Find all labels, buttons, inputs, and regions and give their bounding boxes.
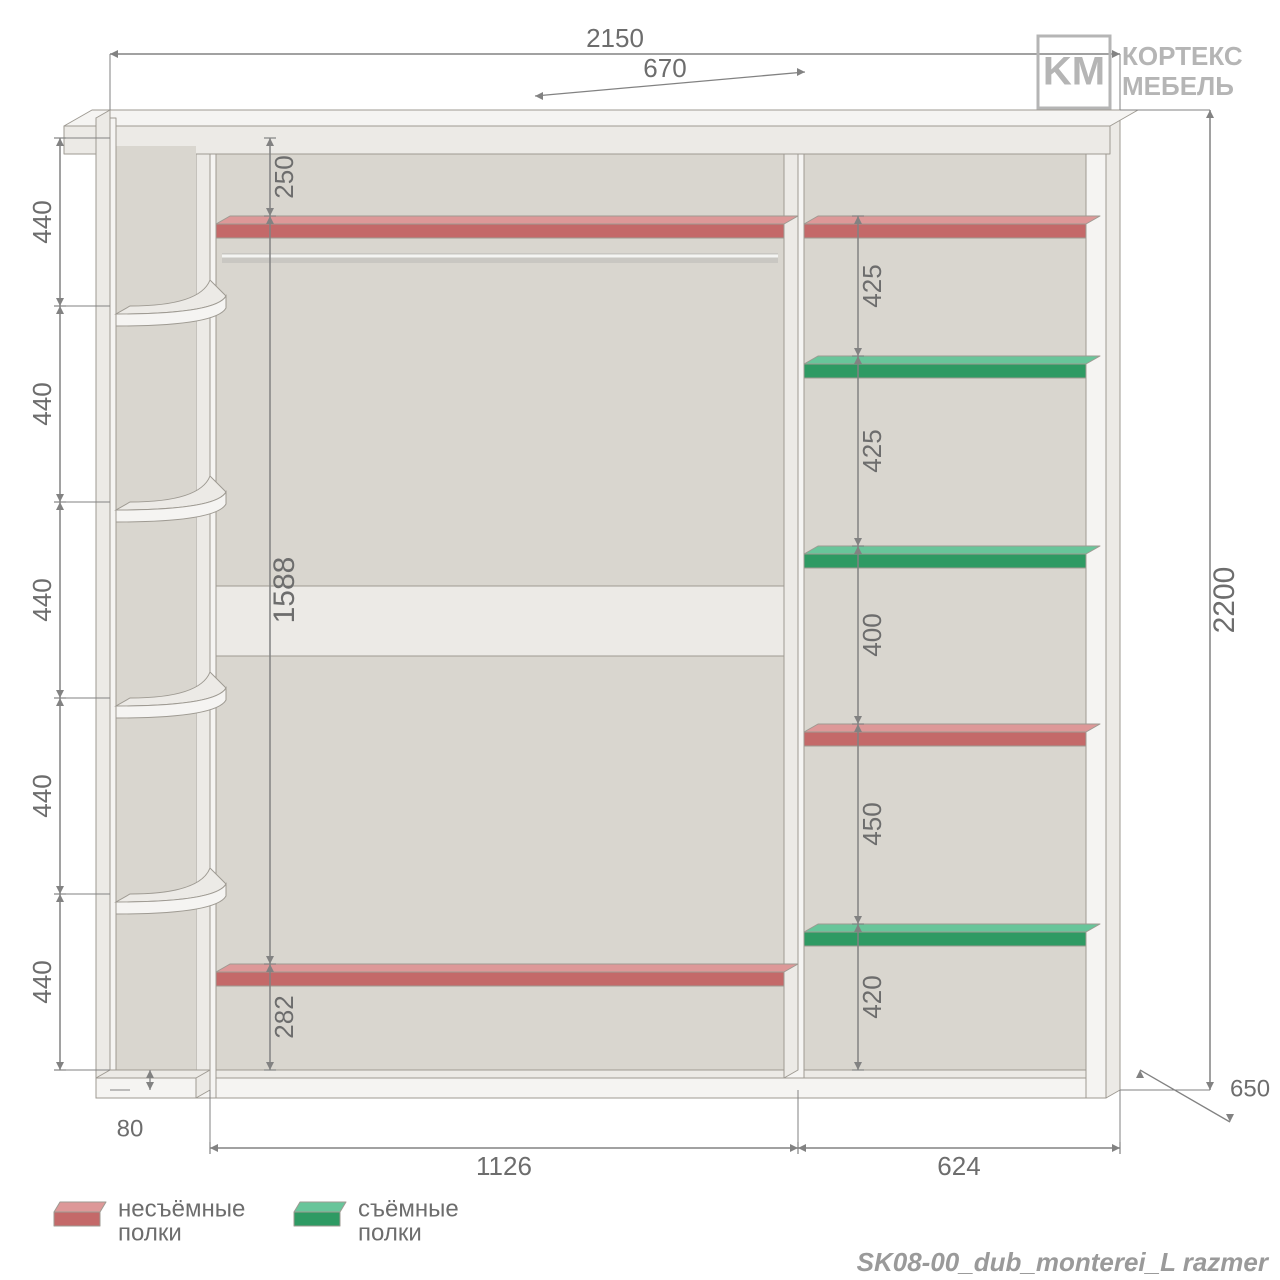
svg-text:1588: 1588 — [268, 557, 301, 624]
svg-text:440: 440 — [27, 960, 57, 1003]
svg-text:425: 425 — [857, 429, 887, 472]
svg-text:650: 650 — [1230, 1075, 1270, 1102]
dim-v: 440 — [27, 502, 64, 698]
dim-h: 624 — [798, 1144, 1120, 1181]
svg-text:624: 624 — [937, 1151, 980, 1181]
legend: несъёмныеполкисъёмныеполки — [54, 1195, 459, 1246]
svg-text:SK08-00_dub_monterei_L razmer: SK08-00_dub_monterei_L razmer — [857, 1247, 1270, 1277]
svg-text:425: 425 — [857, 264, 887, 307]
svg-text:250: 250 — [269, 155, 299, 198]
remov-shelf — [804, 546, 1100, 568]
dim-v: 440 — [27, 698, 64, 894]
hanger-rod — [222, 256, 778, 258]
svg-text:400: 400 — [857, 613, 887, 656]
remov-shelf — [804, 924, 1100, 946]
wardrobe — [64, 110, 1138, 1098]
svg-text:440: 440 — [27, 382, 57, 425]
remov-shelf — [804, 356, 1100, 378]
svg-text:съёмные: съёмные — [358, 1195, 459, 1222]
svg-text:450: 450 — [857, 802, 887, 845]
svg-text:2200: 2200 — [1208, 567, 1241, 634]
svg-text:80: 80 — [117, 1115, 144, 1142]
svg-text:282: 282 — [269, 995, 299, 1038]
fixed-shelf — [216, 964, 798, 986]
fixed-shelf — [804, 216, 1100, 238]
svg-text:2150: 2150 — [586, 23, 644, 53]
svg-text:несъёмные: несъёмные — [118, 1195, 245, 1222]
dim-v: 440 — [27, 138, 64, 306]
svg-text:1126: 1126 — [476, 1151, 532, 1181]
svg-text:420: 420 — [857, 975, 887, 1018]
dim-v: 440 — [27, 306, 64, 502]
svg-text:KM: KM — [1043, 50, 1105, 94]
dim-h: 1126 — [210, 1144, 798, 1181]
svg-text:полки: полки — [358, 1219, 422, 1246]
svg-text:КОРТЕКС: КОРТЕКС — [1122, 41, 1243, 71]
svg-text:полки: полки — [118, 1219, 182, 1246]
svg-text:МЕБЕЛЬ: МЕБЕЛЬ — [1122, 71, 1234, 101]
dim-v: 2200 — [1206, 110, 1241, 1090]
fixed-shelf — [804, 724, 1100, 746]
svg-text:440: 440 — [27, 774, 57, 817]
dim-v: 440 — [27, 894, 64, 1070]
fixed-shelf — [216, 216, 798, 238]
brand-logo: KM КОРТЕКСМЕБЕЛЬ — [1038, 36, 1243, 108]
dim-h: 2150 — [110, 23, 1120, 58]
svg-text:440: 440 — [27, 200, 57, 243]
svg-text:670: 670 — [643, 53, 686, 83]
svg-text:440: 440 — [27, 578, 57, 621]
